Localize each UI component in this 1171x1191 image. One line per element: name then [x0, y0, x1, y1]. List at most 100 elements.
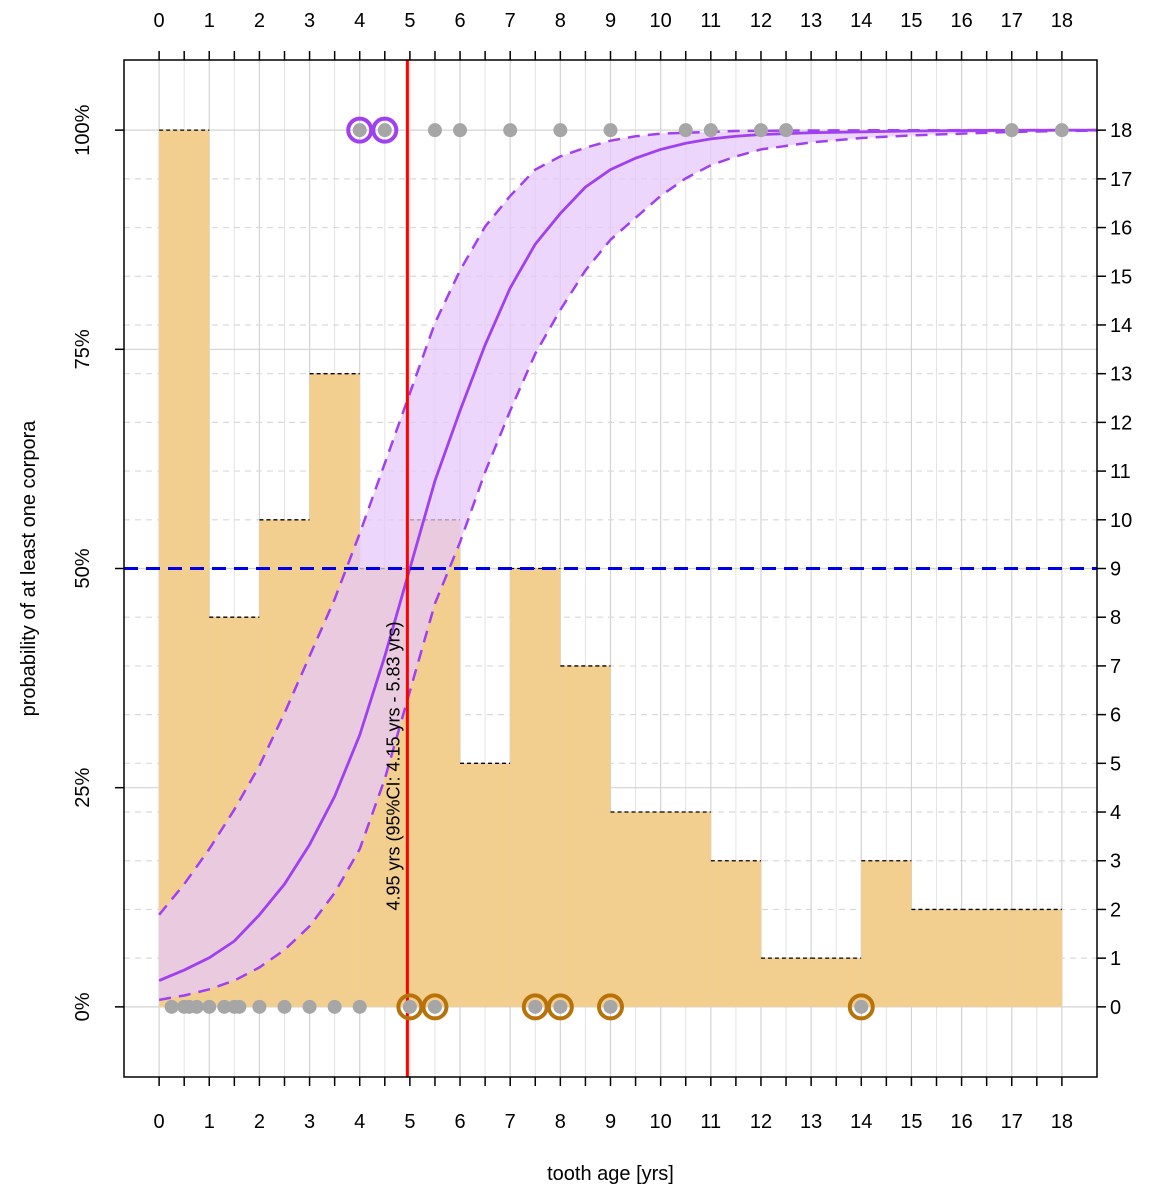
x-tick-label-top: 12 [750, 10, 772, 32]
y-tick-label: 75% [72, 329, 94, 369]
x-tick-label: 17 [1001, 1111, 1023, 1133]
observation-point [553, 999, 568, 1014]
observation-point [603, 123, 618, 138]
histogram-bar [1011, 909, 1062, 1007]
right-tick-label: 7 [1110, 656, 1121, 678]
x-tick-label-top: 3 [304, 10, 315, 32]
right-tick-label: 12 [1110, 412, 1132, 434]
confidence-band [158, 128, 1098, 1002]
right-tick-label: 10 [1110, 510, 1132, 532]
x-tick-label: 6 [454, 1111, 465, 1133]
observation-point [603, 999, 618, 1014]
upper-ci-line [158, 128, 1098, 916]
right-tick-label: 5 [1110, 753, 1121, 775]
x-tick-label-top: 18 [1051, 10, 1073, 32]
outlier-ring [421, 993, 449, 1021]
x-tick-label-top: 15 [900, 10, 922, 32]
x-tick-label-top: 16 [950, 10, 972, 32]
x-tick-label-top: 13 [800, 10, 822, 32]
outlier-ring [521, 993, 549, 1021]
y-tick-label: 100% [72, 104, 94, 155]
x-tick-label: 8 [555, 1111, 566, 1133]
observation-point [377, 123, 392, 138]
x-tick-label: 7 [505, 1111, 516, 1133]
observation-point [217, 999, 232, 1014]
outlier-ring [396, 993, 424, 1021]
right-tick-label: 3 [1110, 851, 1121, 873]
x-tick-label-top: 2 [254, 10, 265, 32]
observation-point [1054, 123, 1069, 138]
right-tick-label: 8 [1110, 607, 1121, 629]
observation-point [232, 999, 247, 1014]
x-tick-label-top: 14 [850, 10, 872, 32]
right-tick-label: 6 [1110, 705, 1121, 727]
right-tick-label: 4 [1110, 802, 1121, 824]
histogram-bar [710, 860, 761, 1007]
right-tick-label: 15 [1110, 266, 1132, 288]
x-tick-label-top: 17 [1001, 10, 1023, 32]
observation-point [352, 999, 367, 1014]
x-tick-label: 2 [254, 1111, 265, 1133]
x-tick-label: 0 [154, 1111, 165, 1133]
observation-point [277, 999, 292, 1014]
confidence-band-fill [159, 130, 1097, 1000]
histogram-bar [460, 763, 511, 1007]
x-tick-label: 16 [950, 1111, 972, 1133]
observation-point [427, 999, 442, 1014]
x-tick-label-top: 11 [700, 10, 721, 32]
observation-point [854, 999, 869, 1014]
y-tick-label: 25% [72, 767, 94, 807]
observation-point [352, 123, 367, 138]
x-tick-label-top: 7 [505, 10, 516, 32]
observation-point [753, 123, 768, 138]
histogram-bar [911, 909, 962, 1007]
x-tick-label-top: 0 [154, 10, 165, 32]
observation-point [1004, 123, 1019, 138]
x-tick-label-top: 10 [650, 10, 672, 32]
right-tick-label: 18 [1110, 120, 1132, 142]
observation-point [189, 999, 204, 1014]
y-axis-title: probability of at least one corpora [18, 420, 40, 717]
observation-point [402, 999, 417, 1014]
histogram-bars [159, 129, 1062, 1007]
histogram-bar [760, 958, 812, 1007]
histogram-bar [861, 860, 912, 1007]
outlier-ring [546, 993, 574, 1021]
x-tick-label-top: 8 [555, 10, 566, 32]
fit-line [158, 128, 1098, 982]
x-tick-label: 5 [404, 1111, 415, 1133]
histogram-bar [660, 812, 711, 1007]
observation-point [164, 999, 179, 1014]
x-tick-label: 14 [850, 1111, 872, 1133]
axis-ticks: 0011223344556677889910101111121213131414… [72, 10, 1132, 1133]
x-tick-label: 15 [900, 1111, 922, 1133]
outlier-ring [847, 993, 875, 1021]
x-tick-label: 11 [700, 1111, 721, 1133]
x-tick-label: 3 [304, 1111, 315, 1133]
histogram-bar [961, 909, 1012, 1007]
observation-point [503, 123, 518, 138]
right-tick-label: 11 [1110, 461, 1131, 483]
x-tick-label: 18 [1051, 1111, 1073, 1133]
right-tick-label: 2 [1110, 899, 1121, 921]
observation-point [327, 999, 342, 1014]
outlier-ring [371, 116, 399, 144]
x-tick-label: 4 [354, 1111, 365, 1133]
observation-point [453, 123, 468, 138]
right-tick-label: 16 [1110, 218, 1132, 240]
histogram-bar [560, 665, 611, 1007]
right-tick-label: 17 [1110, 169, 1132, 191]
right-tick-label: 1 [1110, 948, 1121, 970]
x-tick-label: 9 [605, 1111, 616, 1133]
x-tick-label-top: 4 [354, 10, 365, 32]
y-tick-label: 50% [72, 548, 94, 588]
x-tick-label: 12 [750, 1111, 772, 1133]
observation-point [779, 123, 794, 138]
observation-point [528, 999, 543, 1014]
x-tick-label-top: 6 [454, 10, 465, 32]
outlier-ring [597, 993, 624, 1021]
histogram-bar [610, 812, 661, 1007]
y-tick-label: 0% [72, 992, 94, 1021]
observation-points [164, 116, 1069, 1021]
